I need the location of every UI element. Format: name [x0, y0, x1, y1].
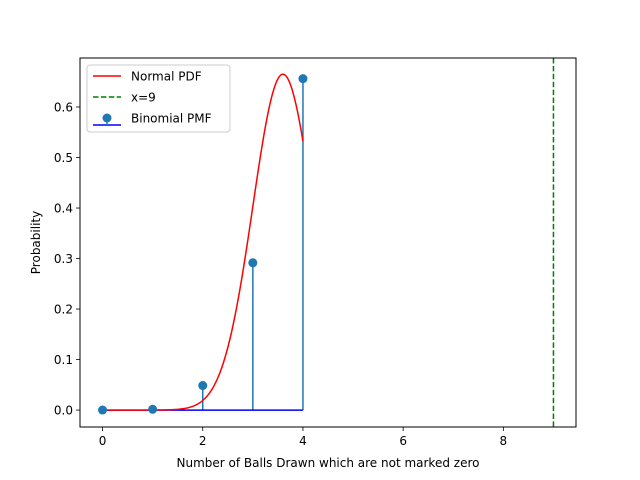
- pmf-point: [248, 258, 258, 268]
- y-tick-label: 0.6: [54, 100, 73, 114]
- x-axis: 0 2 4 6 8: [99, 427, 507, 448]
- legend-label: Binomial PMF: [131, 112, 212, 126]
- y-axis-label: Probability: [29, 211, 43, 274]
- y-tick-label: 0.1: [54, 353, 73, 367]
- pmf-point: [148, 404, 158, 414]
- legend-swatch-marker: [102, 113, 112, 123]
- x-axis-label: Number of Balls Drawn which are not mark…: [177, 456, 480, 470]
- x-tick-label: 2: [199, 434, 207, 448]
- pmf-point: [298, 74, 308, 84]
- plot-content: [98, 58, 555, 427]
- x-tick-label: 0: [99, 434, 107, 448]
- y-tick-label: 0.2: [54, 302, 73, 316]
- legend-box: [86, 64, 231, 133]
- pmf-point: [198, 381, 208, 391]
- axes-frame: [79, 57, 577, 428]
- x-tick-label: 4: [299, 434, 307, 448]
- y-axis: 0.0 0.1 0.2 0.3 0.4 0.5 0.6: [54, 100, 80, 417]
- legend-label: x=9: [131, 91, 156, 105]
- x-tick-label: 6: [399, 434, 407, 448]
- normal-pdf-curve: [102, 73, 304, 411]
- x-tick-label: 8: [500, 434, 508, 448]
- y-tick-label: 0.5: [54, 151, 73, 165]
- y-tick-label: 0.4: [54, 201, 73, 215]
- pmf-point: [98, 405, 108, 415]
- legend-label: Normal PDF: [131, 70, 202, 84]
- y-tick-label: 0.3: [54, 252, 73, 266]
- legend: Normal PDF x=9 Binomial PMF: [86, 64, 231, 133]
- y-tick-label: 0.0: [54, 403, 73, 417]
